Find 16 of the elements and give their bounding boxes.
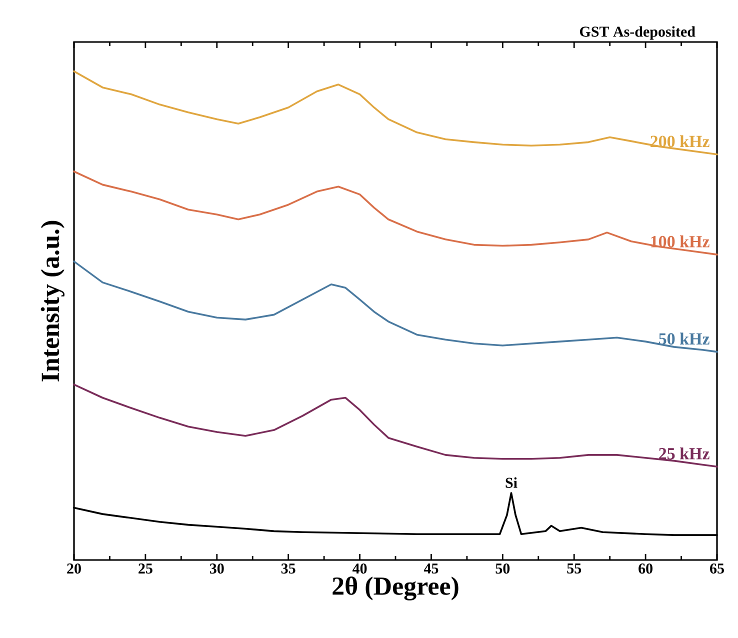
x-tick-label: 25 xyxy=(138,564,152,574)
x-axis-title: 2θ (Degree) xyxy=(332,576,458,600)
series-label: 50 kHz xyxy=(659,332,710,345)
x-tick-label: 40 xyxy=(352,564,367,574)
annotation: Si xyxy=(506,477,518,488)
series-label: 25 kHz xyxy=(659,448,710,460)
x-tick-label: 20 xyxy=(67,564,81,574)
chart-title: GST As-deposited xyxy=(580,26,696,40)
x-tick-label: 65 xyxy=(710,564,724,574)
x-tick-label: 50 xyxy=(496,564,510,574)
x-tick-label: 60 xyxy=(638,564,652,574)
y-axis-title: Intensity (a.u.) xyxy=(40,220,64,382)
x-tick-label: 35 xyxy=(281,564,296,574)
x-tick-label: 30 xyxy=(210,564,224,574)
x-tick-label: 55 xyxy=(567,564,582,574)
x-tick-label: 45 xyxy=(424,564,438,574)
